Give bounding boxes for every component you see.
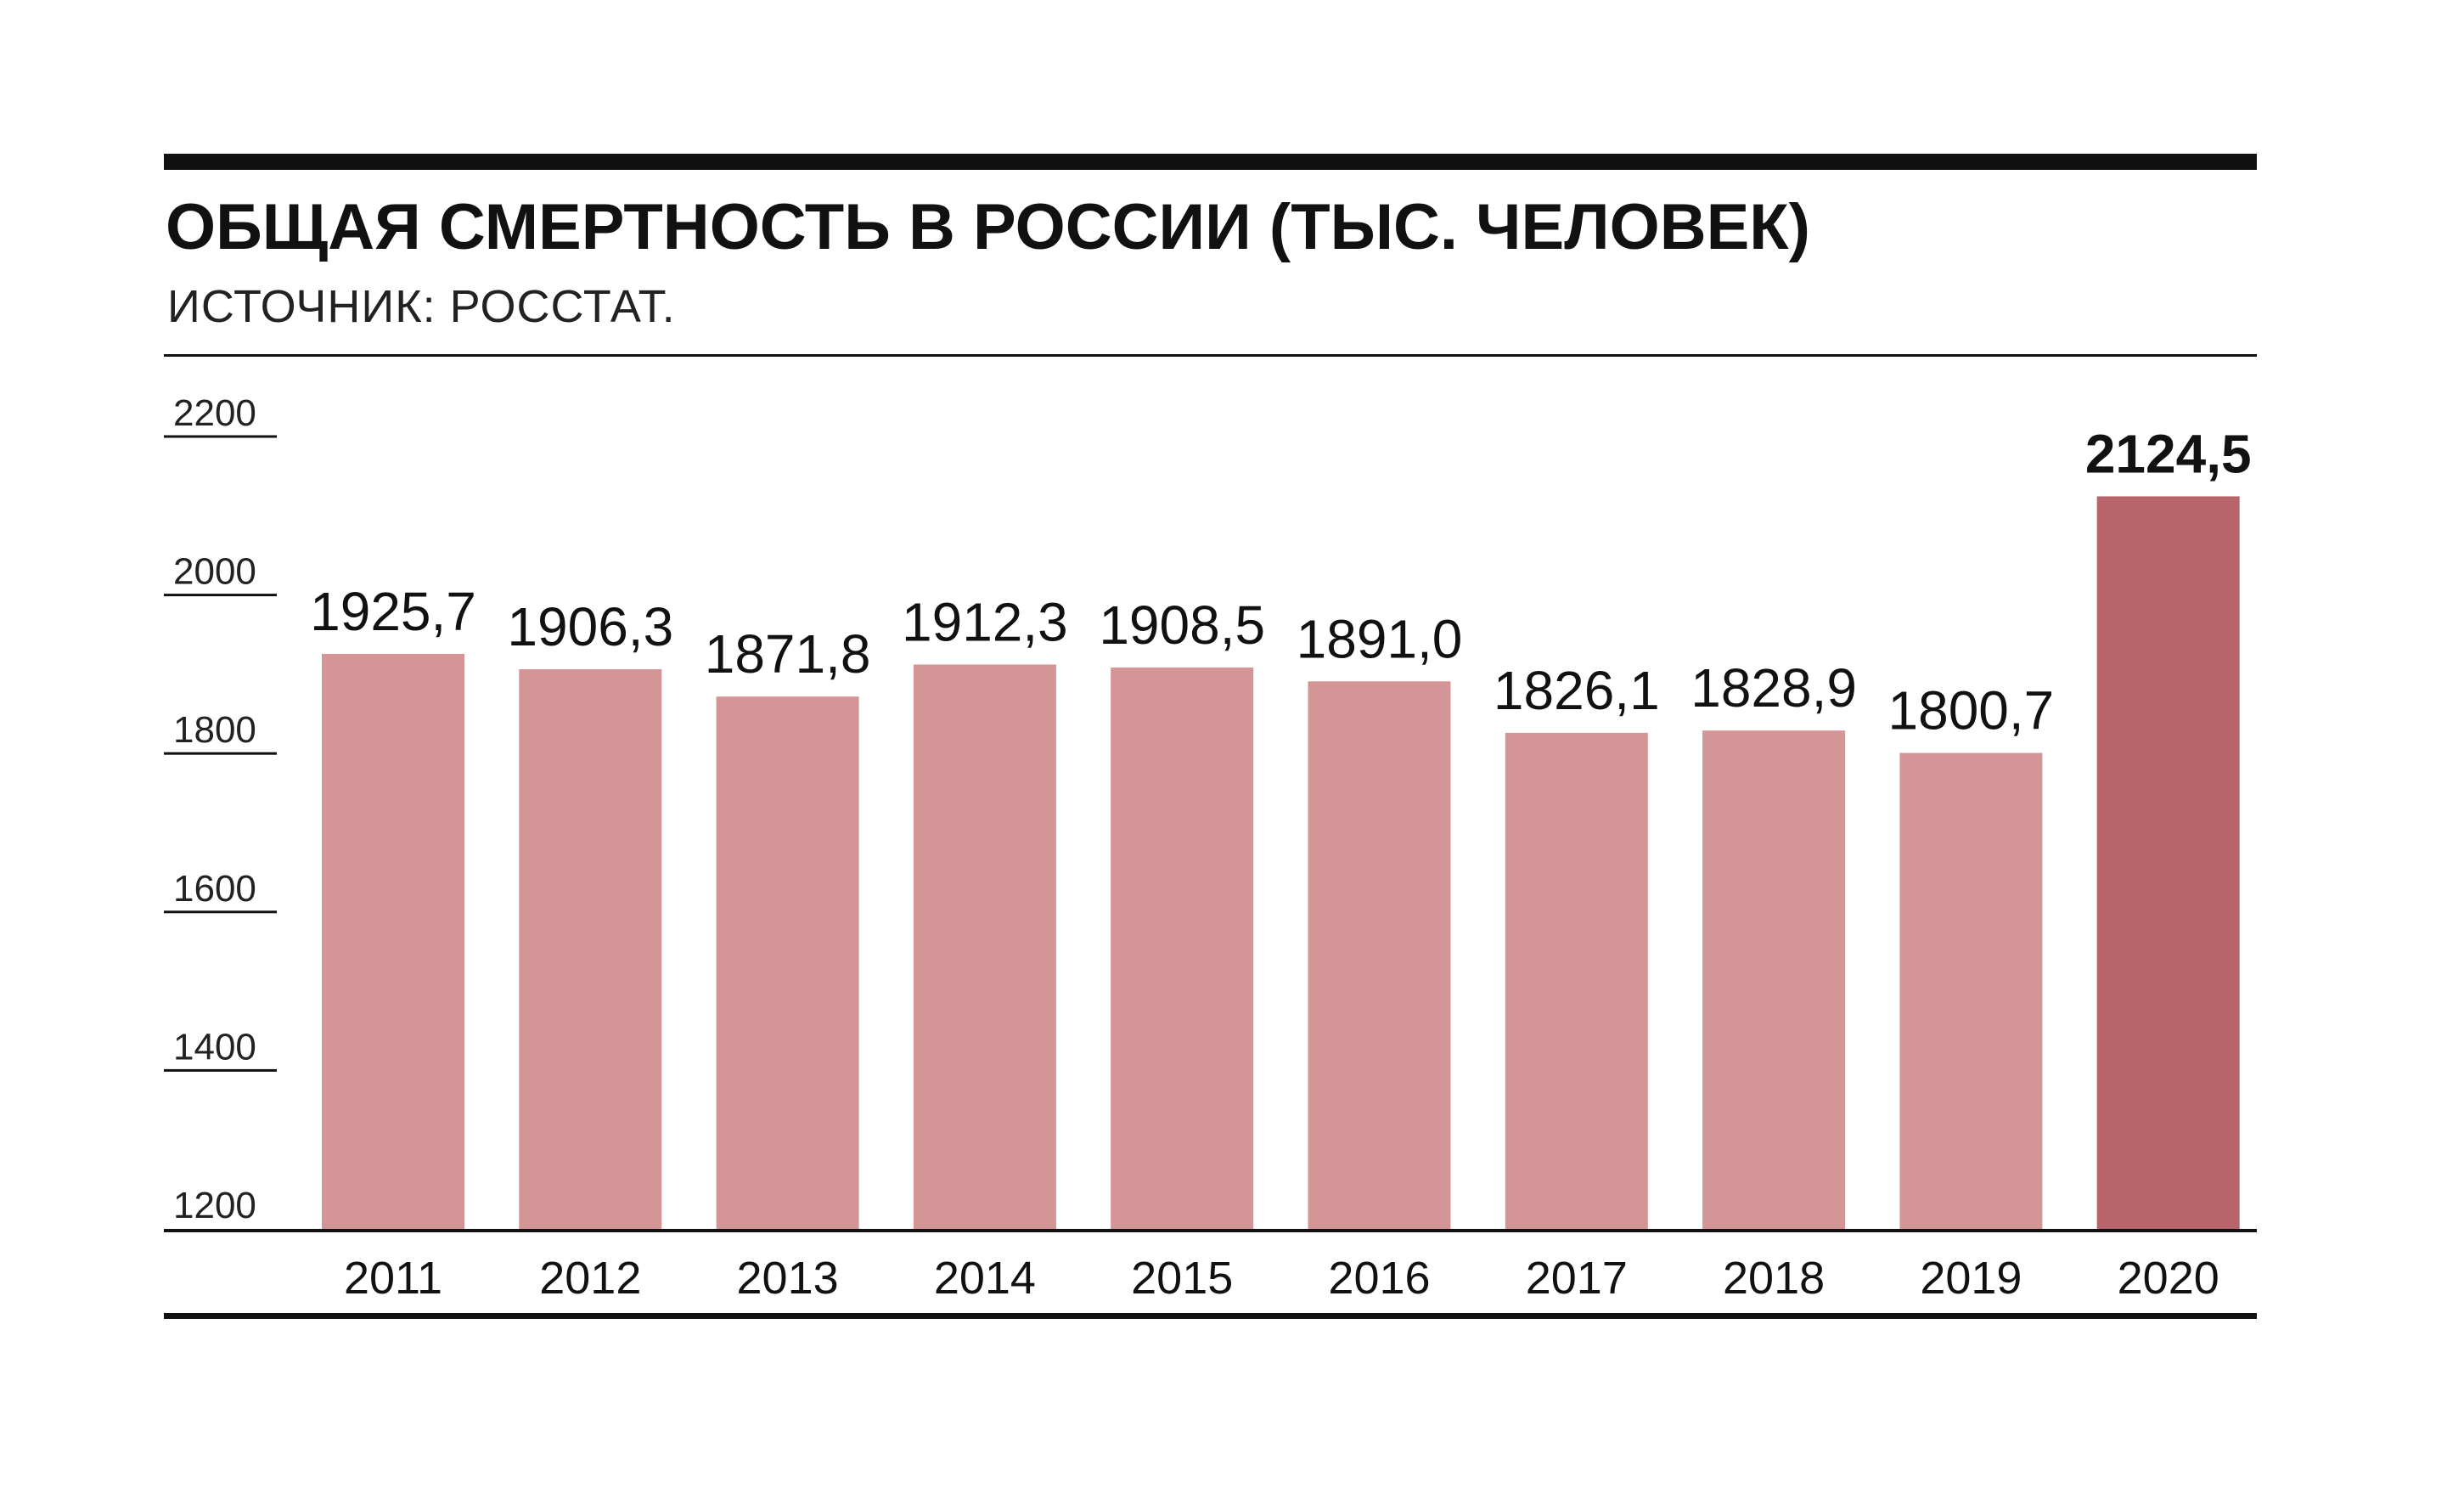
value-label-2016: 1891,0: [1297, 608, 1463, 669]
header-divider: [164, 354, 2257, 357]
value-label-2013: 1871,8: [705, 623, 871, 685]
top-rule: [164, 154, 2257, 170]
y-tick-label: 1600: [173, 868, 256, 910]
y-tick-line: [164, 435, 277, 438]
bar-2018: [1702, 730, 1846, 1229]
y-tick-label: 1800: [173, 709, 256, 751]
bars: 1925,7 1906,3 1871,8 1912,3 1908,5 1891,0 1826…: [310, 423, 2252, 1229]
value-label-2015: 1908,5: [1099, 594, 1265, 656]
bar-2014: [913, 664, 1056, 1229]
bar-2012: [519, 669, 662, 1229]
y-tick-line: [164, 1068, 277, 1072]
x-tick-label-2013: 2013: [737, 1253, 839, 1304]
value-label-2014: 1912,3: [902, 591, 1068, 652]
y-axis: 2200 2000 1800 1600 1400 1200: [164, 392, 277, 1226]
bar-2016: [1308, 681, 1451, 1229]
y-tick-line: [164, 594, 277, 597]
x-tick-label-2015: 2015: [1131, 1253, 1233, 1304]
bar-2017: [1505, 732, 1648, 1229]
x-tick-label-2012: 2012: [539, 1253, 641, 1304]
x-tick-label-2018: 2018: [1723, 1253, 1825, 1304]
y-tick-label: 1200: [173, 1185, 256, 1226]
value-label-2017: 1826,1: [1494, 660, 1660, 721]
value-label-2018: 1828,9: [1690, 657, 1857, 718]
x-tick-label-2020: 2020: [2118, 1253, 2219, 1304]
bar-2015: [1111, 667, 1254, 1229]
x-tick-label-2017: 2017: [1526, 1253, 1628, 1304]
x-axis: 2011 2012 2013 2014 2015 2016 2017 2018 2019 2020: [344, 1253, 2219, 1304]
bar-2019: [1899, 752, 2043, 1229]
x-tick-label-2019: 2019: [1920, 1253, 2022, 1304]
value-label-2012: 1906,3: [507, 596, 673, 657]
chart-title: ОБЩАЯ СМЕРТНОСТЬ В РОССИИ (ТЫС. ЧЕЛОВЕК): [166, 191, 1810, 263]
x-tick-label-2011: 2011: [344, 1253, 442, 1304]
value-label-2011: 1925,7: [310, 581, 476, 642]
bar-2020: [2096, 496, 2240, 1229]
value-label-2020: 2124,5: [2085, 423, 2252, 484]
x-tick-label-2016: 2016: [1328, 1253, 1430, 1304]
baseline: [164, 1229, 2257, 1232]
y-tick-line: [164, 910, 277, 914]
y-tick-label: 1400: [173, 1026, 256, 1068]
x-tick-label-2014: 2014: [934, 1253, 1036, 1304]
y-tick-label: 2200: [173, 392, 256, 434]
value-label-2019: 1800,7: [1888, 680, 2055, 741]
bottom-rule: [164, 1313, 2257, 1319]
y-tick-label: 2000: [173, 551, 256, 593]
chart-subtitle: ИСТОЧНИК: РОССТАТ.: [167, 281, 676, 332]
bar-2013: [716, 696, 859, 1229]
y-tick-line: [164, 752, 277, 755]
bar-2011: [322, 653, 464, 1229]
